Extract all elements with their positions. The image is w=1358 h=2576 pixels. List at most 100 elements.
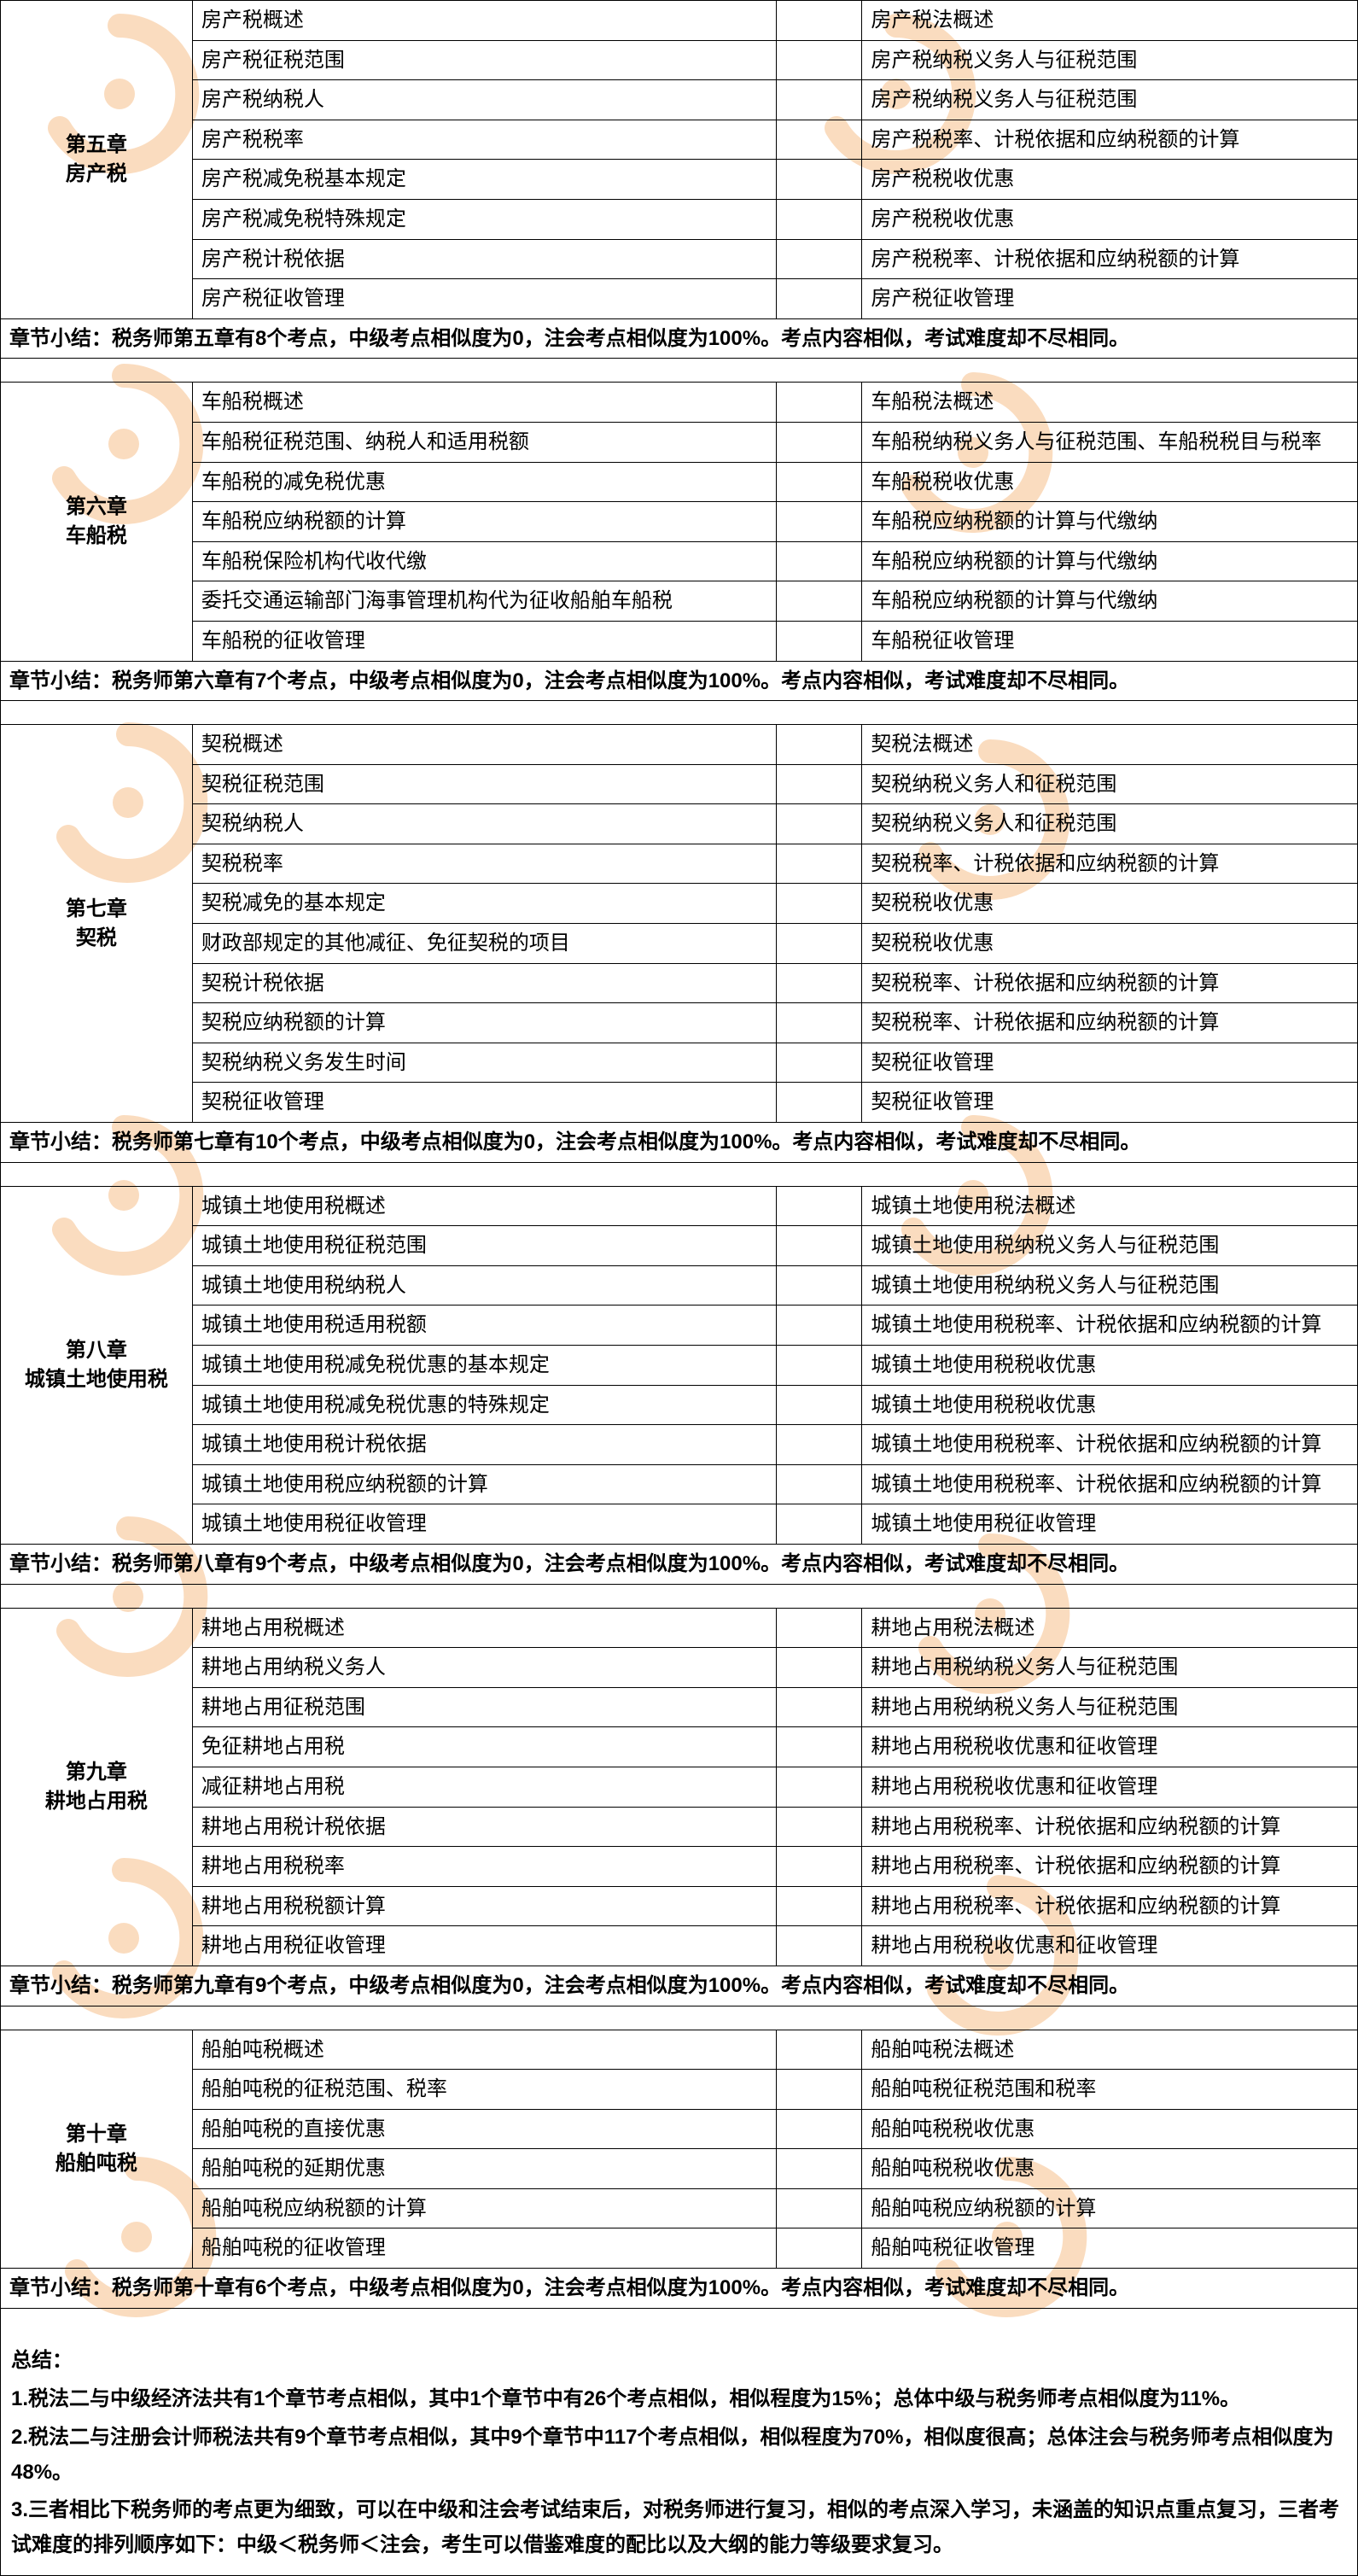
left-topic-cell: 契税减免的基本规定 [192, 884, 777, 924]
chapter-title-line1: 第六章 [9, 493, 184, 522]
left-topic-cell: 委托交通运输部门海事管理机构代为征收船舶车船税 [192, 581, 777, 622]
left-topic-cell: 契税征税范围 [192, 764, 777, 804]
right-topic-cell: 契税纳税义务人和征税范围 [862, 804, 1358, 844]
table-row: 车船税征税范围、纳税人和适用税额车船税纳税义务人与征税范围、车船税税目与税率 [1, 422, 1358, 462]
middle-cell [777, 383, 862, 423]
table-row: 房产税减免税特殊规定 房产税税收优惠 [1, 199, 1358, 239]
left-topic-cell: 财政部规定的其他减征、免征契税的项目 [192, 924, 777, 964]
middle-cell [777, 2149, 862, 2189]
chapter-title-cell: 第十章船舶吨税 [1, 2030, 193, 2269]
chapter-summary-cell: 章节小结：税务师第五章有8个考点，中级考点相似度为0，注会考点相似度为100%。… [1, 318, 1358, 359]
right-topic-cell: 耕地占用税纳税义务人与征税范围 [862, 1687, 1358, 1727]
spacer-row [1, 359, 1358, 383]
middle-cell [777, 1687, 862, 1727]
table-row: 船舶吨税的延期优惠船舶吨税税收优惠 [1, 2149, 1358, 2189]
table-row: 契税减免的基本规定契税税收优惠 [1, 884, 1358, 924]
chapter-summary-cell: 章节小结：税务师第六章有7个考点，中级考点相似度为0，注会考点相似度为100%。… [1, 661, 1358, 701]
table-row: 契税税率契税税率、计税依据和应纳税额的计算 [1, 844, 1358, 884]
right-topic-cell: 房产税纳税义务人与征税范围 [862, 40, 1358, 80]
middle-cell [777, 422, 862, 462]
left-topic-cell: 车船税的减免税优惠 [192, 462, 777, 502]
table-row: 减征耕地占用税耕地占用税税收优惠和征收管理 [1, 1767, 1358, 1807]
left-topic-cell: 契税计税依据 [192, 963, 777, 1003]
left-topic-cell: 房产税征税范围 [192, 40, 777, 80]
table-row: 契税应纳税额的计算契税税率、计税依据和应纳税额的计算 [1, 1003, 1358, 1043]
spacer-cell [1, 1584, 1358, 1608]
right-topic-cell: 契税法概述 [862, 725, 1358, 765]
right-topic-cell: 耕地占用税税率、计税依据和应纳税额的计算 [862, 1807, 1358, 1847]
right-topic-cell: 契税纳税义务人和征税范围 [862, 764, 1358, 804]
left-topic-cell: 契税纳税义务发生时间 [192, 1043, 777, 1083]
table-row: 城镇土地使用税应纳税额的计算城镇土地使用税税率、计税依据和应纳税额的计算 [1, 1464, 1358, 1504]
spacer-cell [1, 2006, 1358, 2030]
table-row: 契税纳税人契税纳税义务人和征税范围 [1, 804, 1358, 844]
chapter-title-line1: 第八章 [9, 1336, 184, 1365]
table-row: 第六章车船税车船税概述车船税法概述 [1, 383, 1358, 423]
left-topic-cell: 耕地占用税概述 [192, 1608, 777, 1648]
conclusion-line: 1.税法二与中级经济法共有1个章节考点相似，其中1个章节中有26个考点相似，相似… [11, 2382, 1347, 2417]
right-topic-cell: 船舶吨税应纳税额的计算 [862, 2188, 1358, 2228]
right-topic-cell: 房产税税收优惠 [862, 199, 1358, 239]
right-topic-cell: 契税征收管理 [862, 1043, 1358, 1083]
right-topic-cell: 耕地占用税纳税义务人与征税范围 [862, 1648, 1358, 1688]
left-topic-cell: 城镇土地使用税减免税优惠的基本规定 [192, 1346, 777, 1386]
left-topic-cell: 车船税的征收管理 [192, 621, 777, 661]
right-topic-cell: 房产税法概述 [862, 1, 1358, 41]
chapter-title-line2: 契税 [9, 924, 184, 953]
middle-cell [777, 2030, 862, 2070]
middle-cell [777, 1926, 862, 1966]
left-topic-cell: 契税概述 [192, 725, 777, 765]
table-row: 船舶吨税的征税范围、税率船舶吨税征税范围和税率 [1, 2070, 1358, 2110]
left-topic-cell: 车船税保险机构代收代缴 [192, 541, 777, 581]
middle-cell [777, 1767, 862, 1807]
spacer-cell [1, 2308, 1358, 2332]
middle-cell [777, 1226, 862, 1266]
chapter-title-line1: 第九章 [9, 1758, 184, 1787]
left-topic-cell: 耕地占用税税率 [192, 1847, 777, 1887]
table-row: 城镇土地使用税减免税优惠的基本规定 城镇土地使用税税收优惠 [1, 1346, 1358, 1386]
middle-cell [777, 1425, 862, 1465]
left-topic-cell: 耕地占用税计税依据 [192, 1807, 777, 1847]
chapter-title-line2: 城镇土地使用税 [9, 1365, 184, 1394]
middle-cell [777, 581, 862, 622]
left-topic-cell: 房产税减免税特殊规定 [192, 199, 777, 239]
right-topic-cell: 城镇土地使用税税率、计税依据和应纳税额的计算 [862, 1306, 1358, 1346]
middle-cell [777, 1847, 862, 1887]
chapter-summary-row: 章节小结：税务师第十章有6个考点，中级考点相似度为0，注会考点相似度为100%。… [1, 2269, 1358, 2309]
left-topic-cell: 房产税税率 [192, 120, 777, 160]
table-row: 第十章船舶吨税船舶吨税概述船舶吨税法概述 [1, 2030, 1358, 2070]
table-row: 车船税的减免税优惠车船税税收优惠 [1, 462, 1358, 502]
middle-cell [777, 621, 862, 661]
right-topic-cell: 耕地占用税法概述 [862, 1608, 1358, 1648]
middle-cell [777, 884, 862, 924]
left-topic-cell: 房产税概述 [192, 1, 777, 41]
chapter-title-cell: 第五章房产税 [1, 1, 193, 319]
middle-cell [777, 80, 862, 120]
right-topic-cell: 房产税纳税义务人与征税范围 [862, 80, 1358, 120]
right-topic-cell: 城镇土地使用税纳税义务人与征税范围 [862, 1226, 1358, 1266]
middle-cell [777, 1265, 862, 1306]
table-row: 房产税纳税人房产税纳税义务人与征税范围 [1, 80, 1358, 120]
right-topic-cell: 城镇土地使用税税率、计税依据和应纳税额的计算 [862, 1425, 1358, 1465]
right-topic-cell: 房产税税率、计税依据和应纳税额的计算 [862, 239, 1358, 279]
table-row: 第五章房产税房产税概述房产税法概述 [1, 1, 1358, 41]
left-topic-cell: 房产税减免税基本规定 [192, 160, 777, 200]
left-topic-cell: 契税税率 [192, 844, 777, 884]
right-topic-cell: 车船税应纳税额的计算与代缴纳 [862, 581, 1358, 622]
chapter-summary-row: 章节小结：税务师第六章有7个考点，中级考点相似度为0，注会考点相似度为100%。… [1, 661, 1358, 701]
table-row: 船舶吨税的征收管理船舶吨税征收管理 [1, 2228, 1358, 2269]
middle-cell [777, 2070, 862, 2110]
left-topic-cell: 车船税征税范围、纳税人和适用税额 [192, 422, 777, 462]
middle-cell [777, 924, 862, 964]
chapter-title-line1: 第十章 [9, 2120, 184, 2149]
table-row: 车船税应纳税额的计算车船税应纳税额的计算与代缴纳 [1, 502, 1358, 542]
middle-cell [777, 279, 862, 319]
left-topic-cell: 免征耕地占用税 [192, 1727, 777, 1767]
middle-cell [777, 725, 862, 765]
middle-cell [777, 1346, 862, 1386]
table-row: 契税计税依据契税税率、计税依据和应纳税额的计算 [1, 963, 1358, 1003]
right-topic-cell: 契税税收优惠 [862, 924, 1358, 964]
middle-cell [777, 1083, 862, 1123]
table-row: 房产税计税依据房产税税率、计税依据和应纳税额的计算 [1, 239, 1358, 279]
right-topic-cell: 城镇土地使用税税收优惠 [862, 1346, 1358, 1386]
